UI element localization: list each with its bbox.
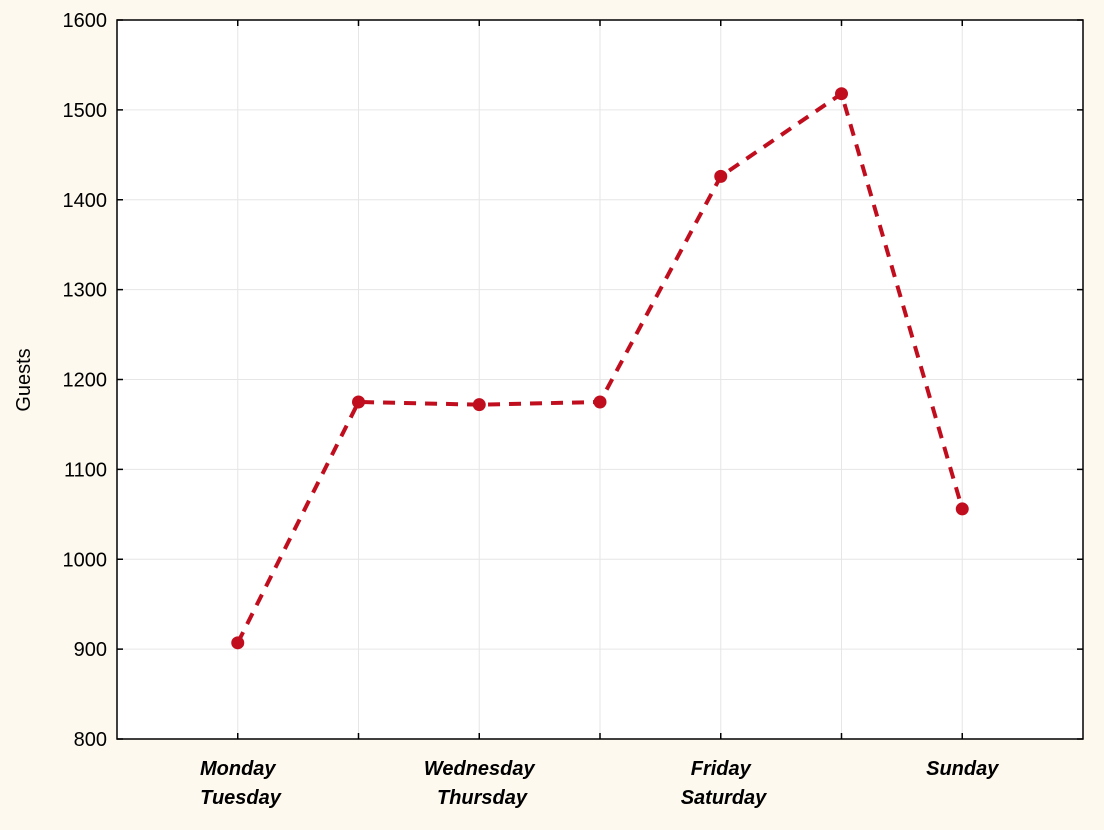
y-tick-label: 1400 — [63, 190, 108, 212]
x-tick-label: Thursday — [437, 787, 528, 809]
data-point — [352, 395, 365, 409]
x-tick-label: Monday — [200, 758, 276, 780]
data-point — [835, 87, 848, 101]
x-tick-label: Saturday — [681, 787, 767, 809]
y-tick-label: 1300 — [63, 280, 108, 302]
y-axis-ticks: 800 900 1000 1100 1200 1300 1400 1500 1600 — [63, 10, 1083, 751]
y-tick-label: 1100 — [64, 459, 107, 481]
data-point — [231, 636, 245, 650]
x-axis-ticks: Monday Tuesday Wednesday Thursday Friday Satu… — [200, 20, 999, 809]
x-tick-label: Wednesday — [424, 758, 536, 780]
y-axis-label: Guests — [13, 348, 35, 411]
y-tick-label: 900 — [74, 639, 107, 661]
x-tick-label: Friday — [691, 758, 752, 780]
data-point — [472, 398, 486, 412]
data-point — [714, 169, 728, 183]
data-point — [593, 395, 607, 409]
y-tick-label: 1000 — [63, 549, 108, 571]
data-series — [231, 87, 969, 650]
y-tick-label: 800 — [74, 729, 107, 751]
y-tick-label: 1200 — [63, 370, 108, 392]
y-tick-label: 1500 — [63, 100, 108, 122]
y-tick-label: 1600 — [63, 10, 108, 32]
data-point — [955, 502, 969, 516]
gridlines — [117, 20, 1083, 739]
x-tick-label: Tuesday — [200, 787, 282, 809]
x-tick-label: Sunday — [926, 758, 999, 780]
